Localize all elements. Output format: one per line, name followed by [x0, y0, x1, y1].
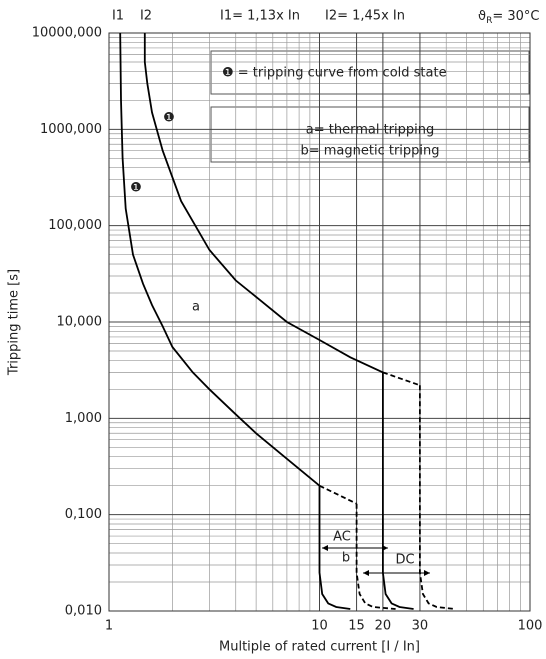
x-tick-label: 1 — [105, 619, 113, 634]
annotation: DC — [395, 553, 414, 568]
x-tick-label: 100 — [518, 619, 543, 634]
y-tick-label: 0,100 — [65, 507, 102, 522]
x-tick-label: 20 — [375, 619, 392, 634]
annotation: b — [342, 551, 350, 566]
header-label: I2= 1,45x In — [325, 9, 405, 24]
y-axis-label: Tripping time [s] — [7, 269, 22, 376]
curve — [318, 485, 351, 610]
plot-frame — [108, 32, 531, 612]
legend-box — [210, 106, 530, 163]
legend-text: a= thermal tripping — [306, 123, 434, 138]
y-tick-label: 10000,000 — [32, 26, 102, 41]
y-tick-label: 1000,000 — [40, 122, 102, 137]
curve — [143, 33, 384, 374]
header-label: I1 — [112, 9, 124, 24]
curve — [382, 371, 421, 387]
annotation: a — [192, 300, 200, 315]
y-tick-label: 100,000 — [48, 218, 102, 233]
annotation: AC — [333, 530, 351, 545]
y-tick-label: 0,010 — [65, 604, 102, 619]
legend-box — [210, 50, 530, 95]
header-label: I2 — [140, 9, 152, 24]
temperature-value: = 30°C — [492, 9, 539, 24]
y-tick-label: 1,000 — [65, 411, 102, 426]
curve — [419, 385, 455, 610]
y-tick-label: 10,000 — [57, 315, 103, 330]
temperature-label: ϑR= 30°C — [478, 9, 539, 26]
temperature-symbol: ϑ — [478, 9, 486, 24]
x-tick-label: 15 — [348, 619, 365, 634]
legend-text: ❶ = tripping curve from cold state — [222, 66, 447, 81]
annotation: ❶ — [163, 111, 175, 126]
header-label: I1= 1,13x In — [220, 9, 300, 24]
x-axis-label: Multiple of rated current [I / In] — [219, 640, 420, 655]
curve — [119, 32, 321, 487]
legend-text: b= magnetic tripping — [300, 144, 439, 159]
curve — [319, 484, 357, 505]
x-tick-label: 10 — [311, 619, 328, 634]
curve — [355, 503, 396, 610]
annotation: ❶ — [130, 181, 142, 196]
curve — [382, 372, 414, 610]
temperature-subscript: R — [486, 16, 492, 26]
x-tick-label: 30 — [412, 619, 429, 634]
